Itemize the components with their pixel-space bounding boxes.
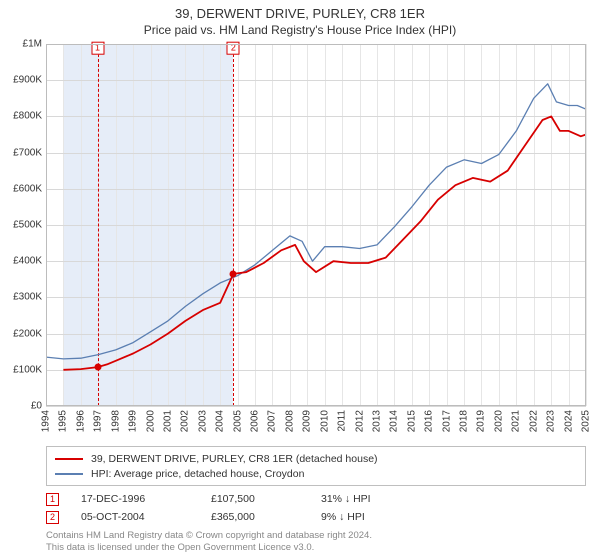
sale-date-line xyxy=(98,44,99,406)
footer-line: This data is licensed under the Open Gov… xyxy=(46,542,586,554)
y-axis-label: £300K xyxy=(2,292,42,303)
footer-line: Contains HM Land Registry data © Crown c… xyxy=(46,530,586,542)
legend-item-hpi: HPI: Average price, detached house, Croy… xyxy=(55,466,577,481)
sale-marker-badge: 2 xyxy=(227,42,240,55)
x-axis-label: 2017 xyxy=(441,410,452,432)
legend-label: HPI: Average price, detached house, Croy… xyxy=(91,468,304,480)
legend: 39, DERWENT DRIVE, PURLEY, CR8 1ER (deta… xyxy=(46,446,586,486)
x-axis-label: 2005 xyxy=(232,410,243,432)
x-axis-label: 2015 xyxy=(406,410,417,432)
sale-delta: 31% ↓ HPI xyxy=(321,493,421,505)
gridline-h xyxy=(46,44,586,45)
x-axis-label: 2012 xyxy=(354,410,365,432)
legend-swatch xyxy=(55,458,83,460)
gridline-h xyxy=(46,116,586,117)
table-row: 1 17-DEC-1996 £107,500 31% ↓ HPI xyxy=(46,490,586,508)
y-axis-label: £900K xyxy=(2,75,42,86)
y-axis-label: £1M xyxy=(2,39,42,50)
x-axis-label: 2020 xyxy=(493,410,504,432)
x-axis-label: 2006 xyxy=(250,410,261,432)
x-axis-label: 2018 xyxy=(459,410,470,432)
gridline-h xyxy=(46,406,586,407)
y-axis-label: £500K xyxy=(2,220,42,231)
x-axis-label: 2021 xyxy=(511,410,522,432)
gridline-h xyxy=(46,189,586,190)
y-axis-label: £700K xyxy=(2,147,42,158)
sale-date-line xyxy=(233,44,234,406)
x-axis-label: 2000 xyxy=(145,410,156,432)
sale-point-icon xyxy=(230,270,237,277)
attribution-footer: Contains HM Land Registry data © Crown c… xyxy=(46,530,586,554)
x-axis-label: 2024 xyxy=(563,410,574,432)
sale-price: £365,000 xyxy=(211,511,321,523)
x-axis-label: 2001 xyxy=(162,410,173,432)
sale-date: 05-OCT-2004 xyxy=(81,511,211,523)
x-axis-label: 1999 xyxy=(128,410,139,432)
x-axis-label: 2003 xyxy=(197,410,208,432)
y-axis-label: £400K xyxy=(2,256,42,267)
sales-table: 1 17-DEC-1996 £107,500 31% ↓ HPI 2 05-OC… xyxy=(46,490,586,526)
table-row: 2 05-OCT-2004 £365,000 9% ↓ HPI xyxy=(46,508,586,526)
x-axis-label: 2025 xyxy=(581,410,592,432)
sale-point-icon xyxy=(94,364,101,371)
x-axis-label: 1994 xyxy=(41,410,52,432)
x-axis-label: 2010 xyxy=(319,410,330,432)
sale-marker-badge: 1 xyxy=(91,42,104,55)
y-axis-label: £800K xyxy=(2,111,42,122)
sale-price: £107,500 xyxy=(211,493,321,505)
gridline-h xyxy=(46,153,586,154)
chart-container: 39, DERWENT DRIVE, PURLEY, CR8 1ER Price… xyxy=(0,0,600,560)
plot-area: 1994199519961997199819992000200120022003… xyxy=(46,44,586,406)
sale-marker-icon: 1 xyxy=(46,493,59,506)
y-axis-label: £600K xyxy=(2,183,42,194)
x-axis-label: 2011 xyxy=(337,410,348,432)
x-axis-label: 1998 xyxy=(110,410,121,432)
chart-title-address: 39, DERWENT DRIVE, PURLEY, CR8 1ER xyxy=(0,0,600,21)
sale-delta: 9% ↓ HPI xyxy=(321,511,421,523)
x-axis-label: 1997 xyxy=(93,410,104,432)
x-axis-label: 2002 xyxy=(180,410,191,432)
legend-swatch xyxy=(55,473,83,475)
x-axis-label: 1995 xyxy=(58,410,69,432)
x-axis-label: 2013 xyxy=(371,410,382,432)
x-axis-label: 2007 xyxy=(267,410,278,432)
legend-label: 39, DERWENT DRIVE, PURLEY, CR8 1ER (deta… xyxy=(91,453,378,465)
y-axis-label: £100K xyxy=(2,364,42,375)
x-axis-label: 1996 xyxy=(75,410,86,432)
x-axis-label: 2009 xyxy=(302,410,313,432)
gridline-h xyxy=(46,225,586,226)
gridline-h xyxy=(46,334,586,335)
legend-item-subject: 39, DERWENT DRIVE, PURLEY, CR8 1ER (deta… xyxy=(55,451,577,466)
x-axis-label: 2014 xyxy=(389,410,400,432)
x-axis-label: 2019 xyxy=(476,410,487,432)
gridline-h xyxy=(46,297,586,298)
gridline-v xyxy=(586,44,587,406)
x-axis-label: 2016 xyxy=(424,410,435,432)
x-axis-label: 2008 xyxy=(284,410,295,432)
sale-marker-icon: 2 xyxy=(46,511,59,524)
x-axis-label: 2004 xyxy=(215,410,226,432)
chart-subtitle: Price paid vs. HM Land Registry's House … xyxy=(0,21,600,41)
sale-date: 17-DEC-1996 xyxy=(81,493,211,505)
y-axis-label: £0 xyxy=(2,401,42,412)
gridline-h xyxy=(46,261,586,262)
y-axis-label: £200K xyxy=(2,328,42,339)
gridline-h xyxy=(46,80,586,81)
x-axis-label: 2023 xyxy=(546,410,557,432)
x-axis-label: 2022 xyxy=(528,410,539,432)
gridline-h xyxy=(46,370,586,371)
